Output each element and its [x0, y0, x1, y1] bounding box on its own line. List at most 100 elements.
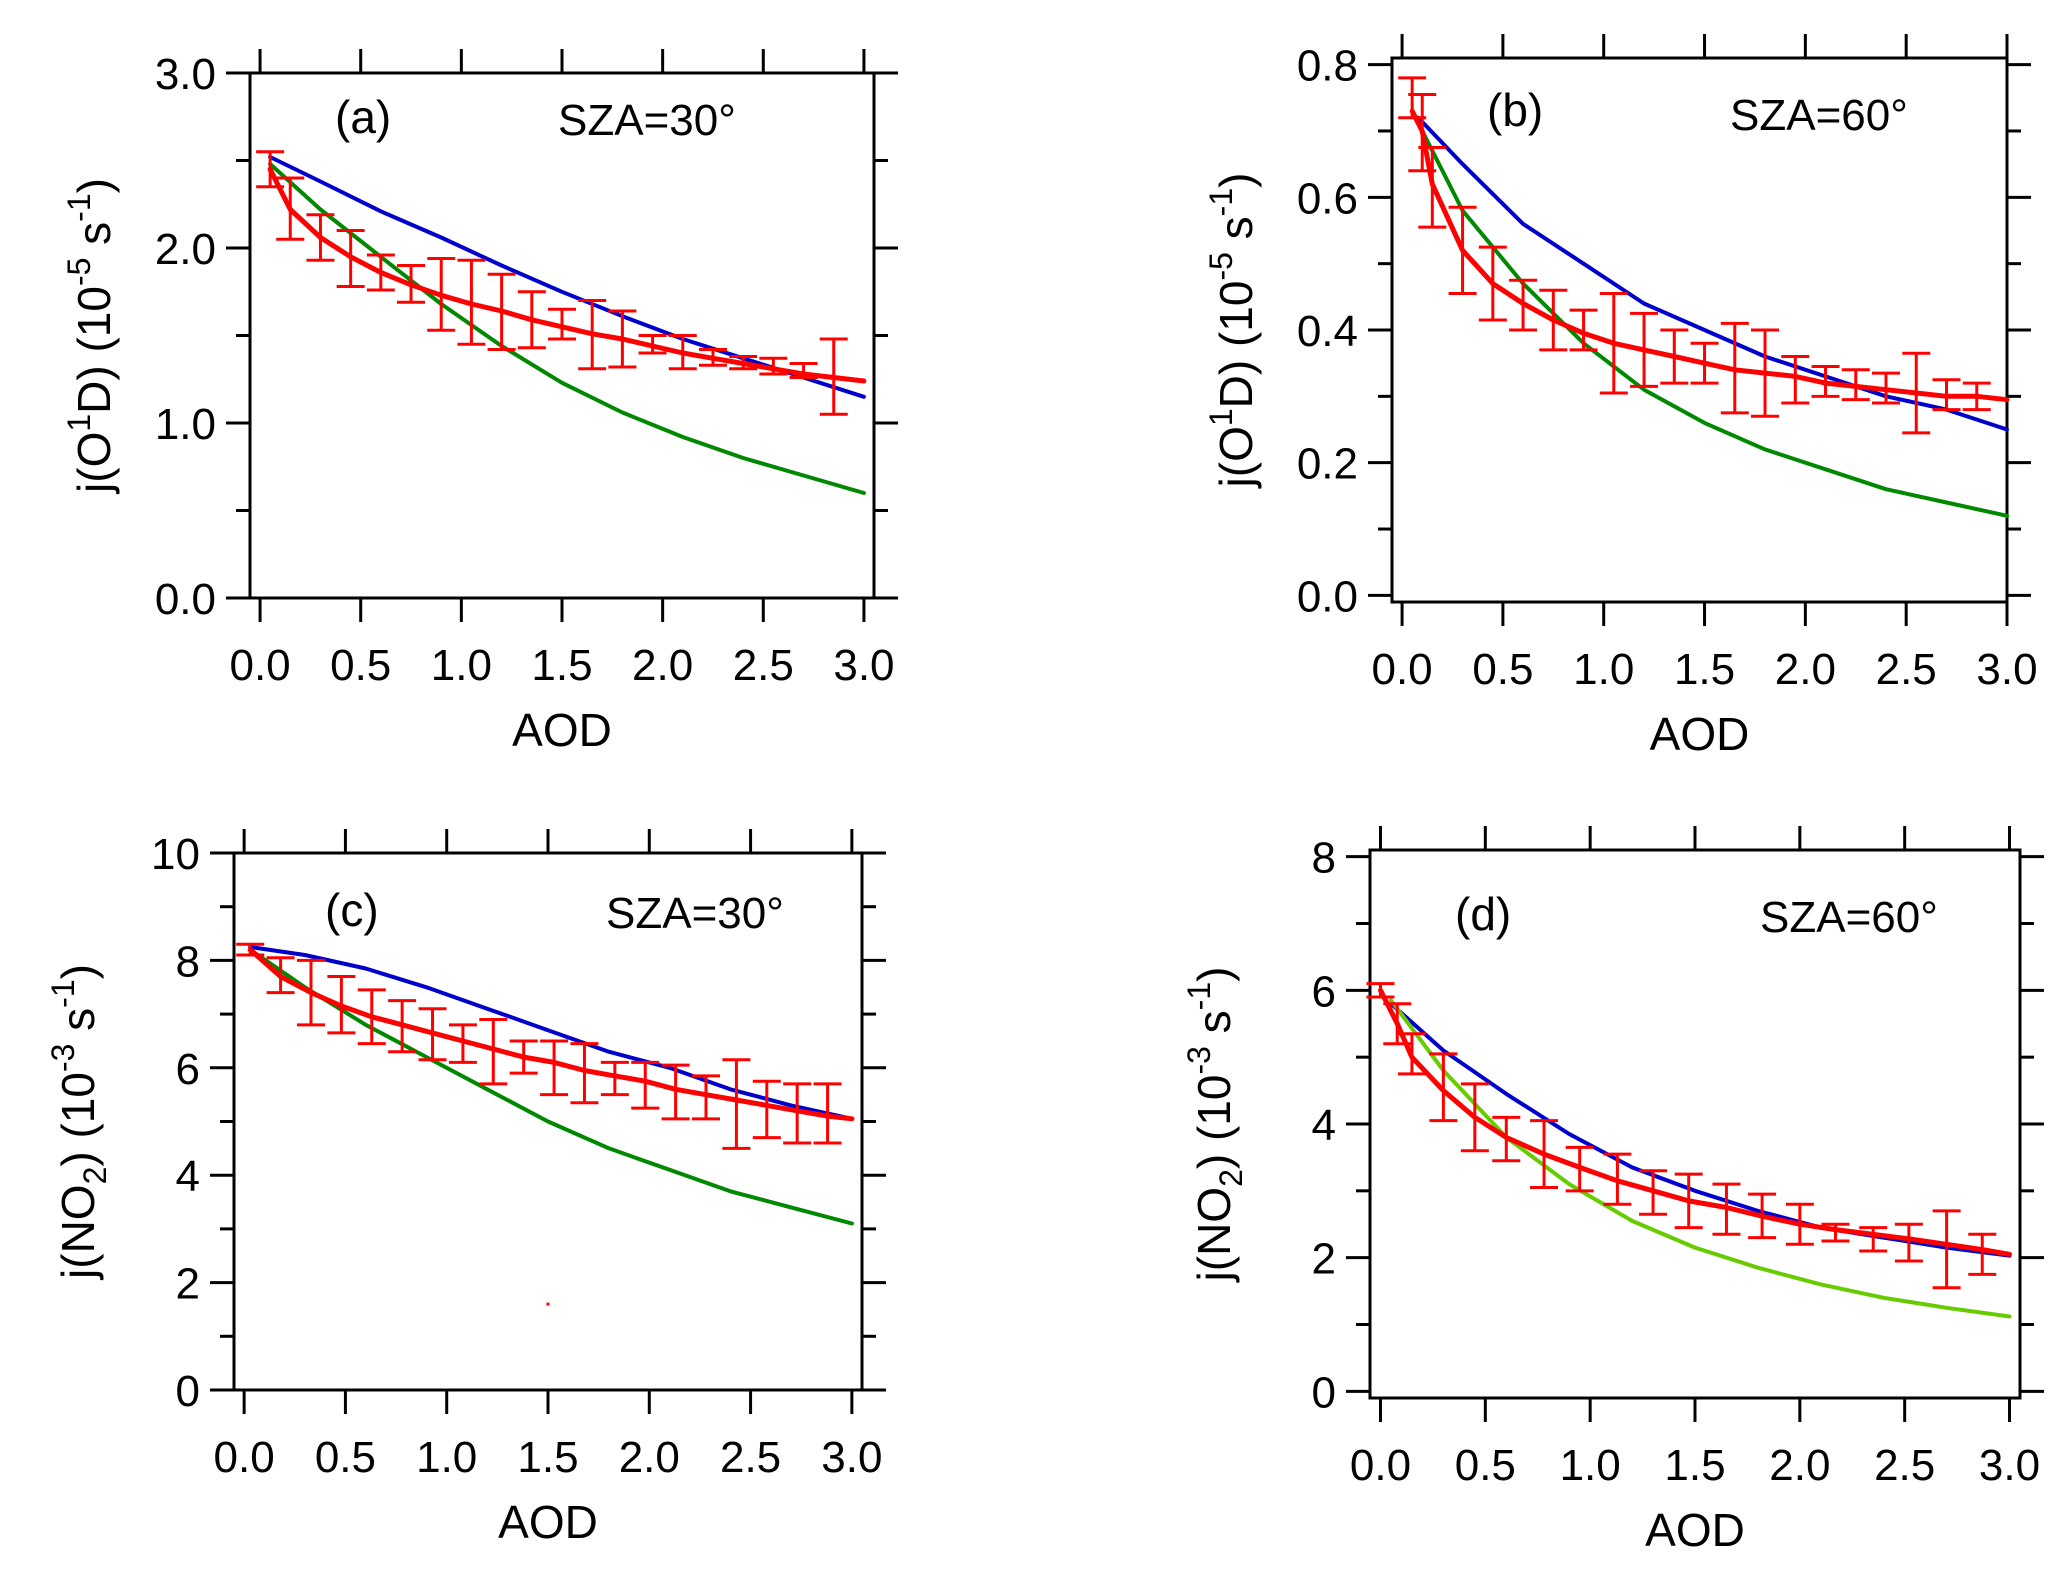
y-axis-title-part: j(NO [1188, 1187, 1240, 1284]
x-axis-title: AOD [512, 704, 612, 756]
error-bar [448, 1023, 477, 1064]
error-bar [1448, 205, 1477, 296]
x-axis-title: AOD [498, 1496, 598, 1548]
x-tick-label: 2.5 [1874, 1441, 1935, 1490]
error-bar [1383, 1002, 1412, 1046]
y-tick-label: 2.0 [155, 225, 216, 274]
error-bar [1603, 1152, 1632, 1206]
x-tick-label: 3.0 [821, 1433, 882, 1482]
error-bar [1599, 292, 1628, 395]
y-axis-title-part: 2 [1213, 1169, 1249, 1187]
error-bar [1872, 371, 1901, 405]
error-bar [236, 942, 265, 957]
sza-annotation: SZA=60° [1730, 91, 1908, 140]
panel-b: 0.0 0.5 1.0 1.5 2.0 2.5 3.0 0.0 0.2 0.4 0.6 0.8 AOD j… [1203, 34, 2038, 760]
x-tick-label: 0.5 [1455, 1441, 1516, 1490]
error-bar [759, 356, 788, 376]
error-bar [570, 1042, 599, 1105]
error-bar [517, 290, 546, 350]
y-axis-title-part: 2 [77, 1167, 113, 1185]
error-bar [578, 299, 607, 371]
error-bar [722, 1058, 751, 1150]
error-bar [357, 988, 386, 1046]
error-bar [540, 1039, 569, 1097]
error-bar [388, 999, 417, 1054]
panel-label: (c) [325, 884, 379, 936]
error-bar [1478, 245, 1507, 322]
error-bar [1674, 1172, 1703, 1230]
error-bar [1811, 364, 1840, 398]
x-tick-label: 2.0 [619, 1433, 680, 1482]
y-axis-title-part: -3 [1181, 1046, 1217, 1074]
error-bar [1397, 1032, 1426, 1076]
y-tick-label: 0 [176, 1367, 200, 1416]
y-axis-title-part: -5 [1203, 252, 1239, 280]
error-bar [692, 1074, 721, 1121]
y-axis-title-part: -5 [61, 258, 97, 286]
error-bar [1530, 1119, 1559, 1189]
x-tick-label: 2.5 [1876, 645, 1937, 694]
series-line-observed-red [1409, 108, 2010, 403]
error-bar [783, 1082, 812, 1145]
panel-label: (b) [1487, 84, 1543, 136]
error-bar [457, 258, 486, 346]
y-axis-title-part: ) [1210, 173, 1262, 188]
error-bar [813, 1082, 842, 1145]
error-bar [1539, 288, 1568, 352]
x-tick-label: 1.0 [1560, 1441, 1621, 1490]
error-bar [276, 176, 305, 241]
series-line-model-green [248, 947, 854, 1226]
x-axis-title: AOD [1650, 708, 1750, 760]
y-axis-title-part: ) [1188, 967, 1240, 982]
error-bar [1968, 1232, 1997, 1276]
y-axis-title: j(O1D) (10-5 s-1) [1203, 173, 1262, 490]
error-bar [1690, 341, 1719, 385]
error-bar [1712, 1182, 1741, 1236]
y-axis-title-part: ) [52, 964, 104, 979]
y-axis-title-part: ) [68, 178, 120, 193]
error-bar [668, 334, 697, 371]
y-axis-title-part: D) (10 [1210, 281, 1262, 409]
error-bar [1748, 1192, 1777, 1240]
error-bar [1460, 1082, 1489, 1153]
y-tick-label: 0.0 [155, 575, 216, 624]
error-bar [1821, 1222, 1850, 1243]
error-bar [336, 229, 365, 288]
y-axis-title-part: j(NO [52, 1184, 104, 1281]
sza-annotation: SZA=30° [606, 889, 784, 938]
error-bar [306, 213, 335, 262]
y-tick-label: 0 [1312, 1368, 1336, 1417]
error-bar [266, 956, 295, 995]
x-tick-label: 3.0 [1979, 1441, 2040, 1490]
x-tick-label: 1.5 [531, 641, 592, 690]
y-tick-label: 10 [151, 830, 200, 879]
error-bar [1720, 321, 1749, 415]
y-axis-title-part: -1 [61, 193, 97, 221]
error-bar [729, 355, 758, 371]
error-bar [1639, 1169, 1668, 1216]
y-axis-title-part: -1 [1181, 982, 1217, 1010]
y-tick-label: 2 [176, 1260, 200, 1309]
y-tick-label: 0.2 [1297, 440, 1358, 489]
y-axis-title-part: s [1188, 1010, 1240, 1046]
y-axis-title: j(NO2) (10-3 s-1) [45, 964, 113, 1281]
x-axis-title: AOD [1645, 1504, 1745, 1556]
x-tick-label: 2.0 [1769, 1441, 1830, 1490]
y-tick-label: 0.0 [1297, 572, 1358, 621]
series-line-model-blue [1389, 1001, 2012, 1258]
error-bar [661, 1063, 690, 1121]
error-bar [1565, 1145, 1594, 1193]
error-bar [327, 975, 356, 1035]
y-axis-title: j(NO2) (10-3 s-1) [1181, 967, 1249, 1284]
sza-annotation: SZA=30° [558, 96, 736, 145]
error-bar [1569, 308, 1598, 352]
panel-a: 0.0 0.5 1.0 1.5 2.0 2.5 3.0 0.0 1.0 2.0 3.0 AOD j(O1… [61, 49, 898, 756]
series-line-model-green [268, 162, 866, 495]
x-tick-label: 0.0 [1350, 1441, 1411, 1490]
series-line-observed-red [1378, 987, 2012, 1257]
error-bar [638, 334, 667, 355]
y-axis-title-part: -1 [45, 979, 81, 1007]
x-tick-label: 0.0 [229, 641, 290, 690]
error-bar [296, 958, 325, 1027]
series-line-model-green [1389, 998, 2012, 1319]
